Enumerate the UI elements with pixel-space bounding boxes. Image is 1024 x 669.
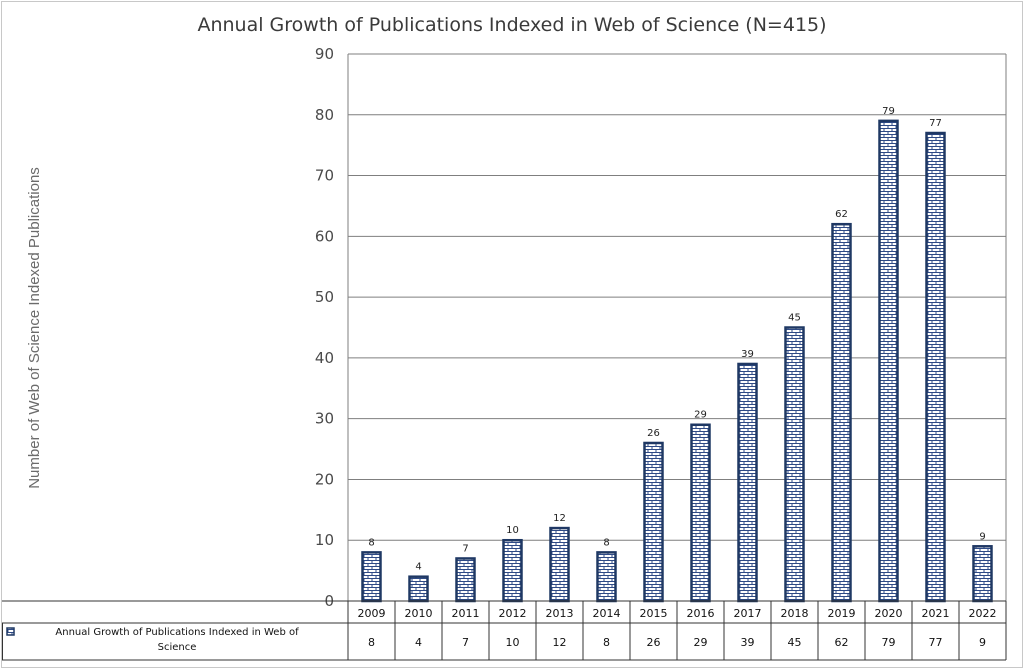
data-label-2015: 26: [647, 428, 660, 439]
bar-2021: [925, 131, 946, 603]
table-value-2020: 79: [882, 636, 896, 649]
data-label-2009: 8: [368, 537, 374, 548]
table-value-2009: 8: [368, 636, 375, 649]
data-label-2011: 7: [462, 543, 468, 554]
x-tick-label-2022: 2022: [969, 607, 997, 620]
data-label-2017: 39: [741, 349, 754, 360]
grid-layer: [347, 53, 1007, 601]
x-tick-label-2015: 2015: [640, 607, 668, 620]
y-tick-label: 50: [315, 288, 334, 306]
bar-2015: [643, 441, 664, 603]
y-axis-label: Number of Web of Science Indexed Publica…: [26, 167, 43, 489]
y-tick-label: 40: [315, 349, 334, 367]
bar-2022: [972, 545, 993, 603]
data-table: 2009 8 2010 4 2011 7 2012 10 2013 12 2014 8 2015 26 20…: [2, 600, 1007, 661]
table-value-2015: 26: [647, 636, 661, 649]
x-tick-label-2017: 2017: [734, 607, 762, 620]
x-tick-label-2011: 2011: [452, 607, 480, 620]
x-tick-label-2013: 2013: [546, 607, 574, 620]
data-label-2016: 29: [694, 410, 707, 421]
x-tick-label-2016: 2016: [687, 607, 715, 620]
bar-2017: [737, 362, 758, 603]
bars: [361, 119, 993, 603]
data-label-2021: 77: [929, 118, 942, 129]
y-tick-label: 10: [315, 531, 334, 549]
y-tick-label: 70: [315, 167, 334, 185]
data-label-2022: 9: [979, 531, 985, 542]
table-value-2010: 4: [415, 636, 422, 649]
legend-label-continued: Science: [158, 642, 197, 653]
data-label-2020: 79: [882, 106, 895, 117]
table-value-2017: 39: [741, 636, 755, 649]
bar-2009: [361, 551, 382, 603]
table-value-2021: 77: [929, 636, 943, 649]
table-value-2011: 7: [462, 636, 469, 649]
y-tick-label: 90: [315, 45, 334, 63]
data-label-2014: 8: [603, 537, 609, 548]
data-label-2018: 45: [788, 313, 801, 324]
legend-label: Annual Growth of Publications Indexed in…: [55, 627, 299, 638]
x-tick-label-2020: 2020: [875, 607, 903, 620]
legend: Annual Growth of Publications Indexed in…: [6, 627, 299, 653]
x-tick-label-2012: 2012: [499, 607, 527, 620]
x-tick-label-2010: 2010: [405, 607, 433, 620]
y-tick-label: 60: [315, 227, 334, 245]
bar-2019: [831, 222, 852, 603]
table-value-2016: 29: [694, 636, 708, 649]
x-tick-label-2021: 2021: [922, 607, 950, 620]
legend-key: [6, 627, 15, 636]
table-value-2022: 9: [979, 636, 986, 649]
bar-2013: [549, 526, 570, 603]
bar-2016: [690, 423, 711, 603]
bar-2012: [502, 538, 523, 603]
bar-2011: [455, 557, 476, 603]
data-label-2012: 10: [506, 525, 519, 536]
data-label-2013: 12: [553, 513, 566, 524]
data-label-2010: 4: [415, 562, 421, 573]
y-tick-label: 20: [315, 470, 334, 488]
x-tick-label-2009: 2009: [358, 607, 386, 620]
data-label-2019: 62: [835, 209, 848, 220]
table-value-2018: 45: [788, 636, 802, 649]
bar-2018: [784, 326, 805, 603]
x-tick-label-2014: 2014: [593, 607, 621, 620]
y-tick-label: 80: [315, 106, 334, 124]
data-labels: 8 4 7 10 12 8 26 29 39 45 62 79 77 9: [368, 106, 985, 573]
table-value-2014: 8: [603, 636, 610, 649]
bar-2010: [408, 575, 429, 603]
table-value-2019: 62: [835, 636, 849, 649]
table-value-2012: 10: [506, 636, 520, 649]
table-value-2013: 12: [553, 636, 567, 649]
bar-2020: [878, 119, 899, 603]
y-tick-label: 30: [315, 410, 334, 428]
x-tick-label-2019: 2019: [828, 607, 856, 620]
bar-2014: [596, 551, 617, 603]
x-tick-label-2018: 2018: [781, 607, 809, 620]
chart-title: Annual Growth of Publications Indexed in…: [197, 14, 826, 36]
